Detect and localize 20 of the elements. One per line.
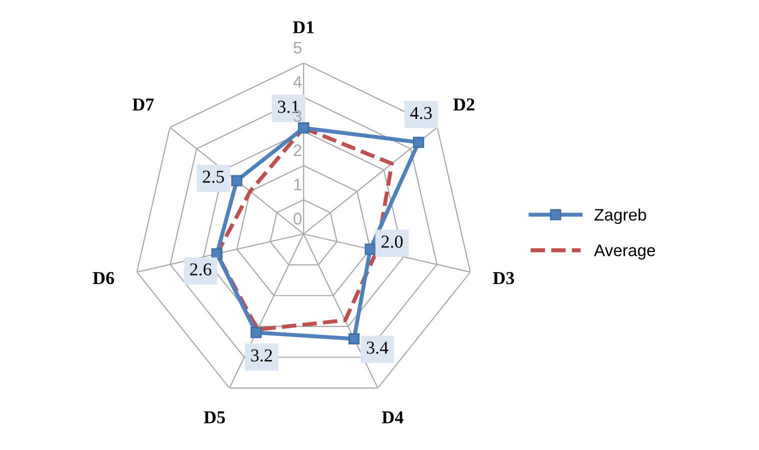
legend-label: Zagreb xyxy=(594,208,646,224)
spoke-label: D7 xyxy=(132,98,154,110)
legend-label: Average xyxy=(594,244,656,260)
y-tick-label: 0 xyxy=(294,212,302,225)
spoke-label: D4 xyxy=(382,411,404,424)
data-label: 2.6 xyxy=(190,263,212,276)
y-tick-label: 2 xyxy=(294,144,302,156)
spoke-label: D5 xyxy=(204,411,225,424)
data-label: 3.2 xyxy=(251,349,272,362)
spoke-label: D3 xyxy=(492,272,514,284)
y-tick-label: 5 xyxy=(294,42,302,54)
spoke-label: D1 xyxy=(292,21,314,34)
data-label: 4.3 xyxy=(410,106,432,120)
data-label: 2.5 xyxy=(202,170,224,183)
spoke-label: D6 xyxy=(92,272,114,284)
data-label: 2.0 xyxy=(382,236,403,248)
y-tick-label: 4 xyxy=(293,76,302,88)
spoke-label: D2 xyxy=(453,98,474,110)
y-tick-label: 1 xyxy=(294,178,302,190)
data-label: 3.4 xyxy=(366,342,388,354)
